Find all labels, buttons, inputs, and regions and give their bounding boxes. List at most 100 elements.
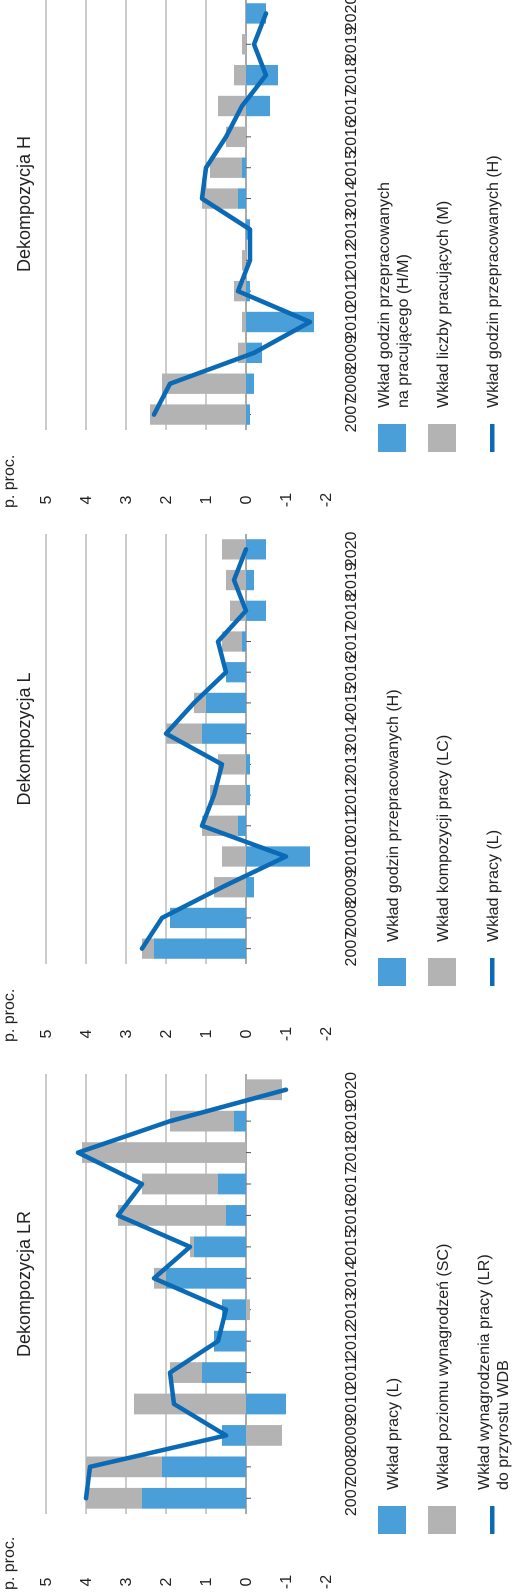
bar-primary [142,1487,246,1509]
line-point [200,824,204,828]
x-tick-label: 2008 [343,1449,360,1485]
line-point [160,916,164,920]
legend-swatch [378,1506,406,1534]
bar-secondary [142,1173,218,1195]
x-tick-label: 2016 [343,654,360,690]
x-tick-label: 2008 [343,366,360,402]
legend-label-line: Wkład kompozycji pracy (LC) [435,735,452,942]
chart-panel-3: Dekompozycja H p. proc. -2 -1 0 1 2 3 4 5 20072008… [1,0,502,508]
legend-label: Wkład kompozycji pracy (LC) [435,735,452,942]
line-point [188,1245,192,1249]
line-point [84,1496,88,1500]
chart-title: Dekompozycja H [14,136,34,272]
bar-secondary [210,784,246,806]
line-point [116,1213,120,1217]
legend-label: Wkład pracy (L) [485,830,502,942]
x-tick-label: 2014 [343,1260,360,1296]
legend-swatch [378,958,406,986]
legend-swatch [378,424,406,452]
legend-label-line: Wkład godzin przepracowanych (H) [485,155,502,408]
legend-label: Wkład godzin przepracowanych (H) [485,155,502,408]
bar-primary [226,662,246,683]
bar-secondary [118,1205,226,1226]
x-tick-label: 2015 [343,150,360,186]
line-point [236,289,240,293]
x-tick-label: 2019 [343,1103,360,1139]
bar-secondary [222,846,246,867]
y-tick-label: 2 [158,495,175,504]
bar-secondary [242,250,246,271]
y-tick-label: 0 [238,1029,255,1038]
legend-label: Wkład poziomu wynagrodzeń (SC) [435,1244,452,1490]
y-tick-label: -1 [278,1027,295,1041]
bar-primary [194,1236,246,1258]
x-tick-label: 2017 [343,88,360,124]
x-tick-label: 2019 [343,26,360,62]
x-tick-label: 2009 [343,335,360,371]
bar-primary [246,877,254,898]
bar-secondary [218,754,246,775]
line-point [224,670,228,674]
bar-primary [246,569,254,591]
legend-swatch [428,958,456,986]
bar-primary [246,95,270,117]
line-point [244,609,248,613]
x-tick-label: 2013 [343,1292,360,1328]
x-tick-label: 2007 [343,1480,360,1516]
line-point [172,1402,176,1406]
rotated-figure: Dekompozycja LRp. proc. -2-10123452007200… [1,0,512,1590]
line-point [232,578,236,582]
legend-label-line: Wkład pracy (L) [485,830,502,942]
y-tick-label: 5 [38,1577,55,1586]
x-tick-label: 2020 [343,1072,360,1108]
line-point [164,732,168,736]
x-tick-label: 2007 [343,931,360,967]
line-point [212,793,216,797]
bar-primary [202,723,246,744]
bar-primary [246,784,250,806]
y-tick-label: 3 [118,1029,135,1038]
x-tick-label: 2010 [343,839,360,875]
line-point [244,547,248,551]
bar-secondary [242,311,246,333]
legend-line-swatch [490,958,495,986]
series-line [75,1087,289,1501]
x-tick-label: 2009 [343,869,360,905]
x-tick-label: 2012 [343,1323,360,1359]
bar-secondary [242,34,246,55]
x-tick-label: 2013 [343,212,360,248]
y-axis-label: p. proc. [1,989,18,1042]
bar-primary [246,404,250,425]
legend-label-line: do przyrostu WDB [495,1360,512,1490]
chart-title: Dekompozycja LR [14,1211,34,1357]
bar-primary [242,157,246,178]
bar-secondary [82,1142,246,1163]
y-tick-label: 2 [158,1029,175,1038]
y-tick-label: 3 [118,1577,135,1586]
line-point [204,166,208,170]
bar-primary [202,1362,246,1383]
line-point [224,1308,228,1312]
legend-label-line: Wkład wynagrodzenia pracy (LR) [476,1254,493,1490]
line-point [88,1465,92,1469]
legend-line-swatch [490,1506,495,1534]
bar-primary [218,1173,246,1195]
legend-label-line: Wkład liczby pracujących (M) [435,201,452,408]
legend-label: Wkład liczby pracujących (M) [435,201,452,408]
bar-primary [238,815,246,836]
line-point [284,1088,288,1092]
line-point [168,382,172,386]
line-point [200,197,204,201]
x-tick-label: 2020 [343,531,360,567]
x-tick-label: 2015 [343,1229,360,1265]
bar-primary [162,1456,246,1478]
line-point [284,855,288,858]
bar-primary [246,311,314,333]
y-axis-label: p. proc. [1,455,18,508]
x-tick-label: 2020 [343,0,360,31]
chart-panel-1: Dekompozycja LRp. proc. -2-10123452007200… [1,1072,512,1590]
bar-secondary [222,631,242,652]
x-tick-label: 2016 [343,1198,360,1234]
x-tick-label: 2017 [343,624,360,660]
